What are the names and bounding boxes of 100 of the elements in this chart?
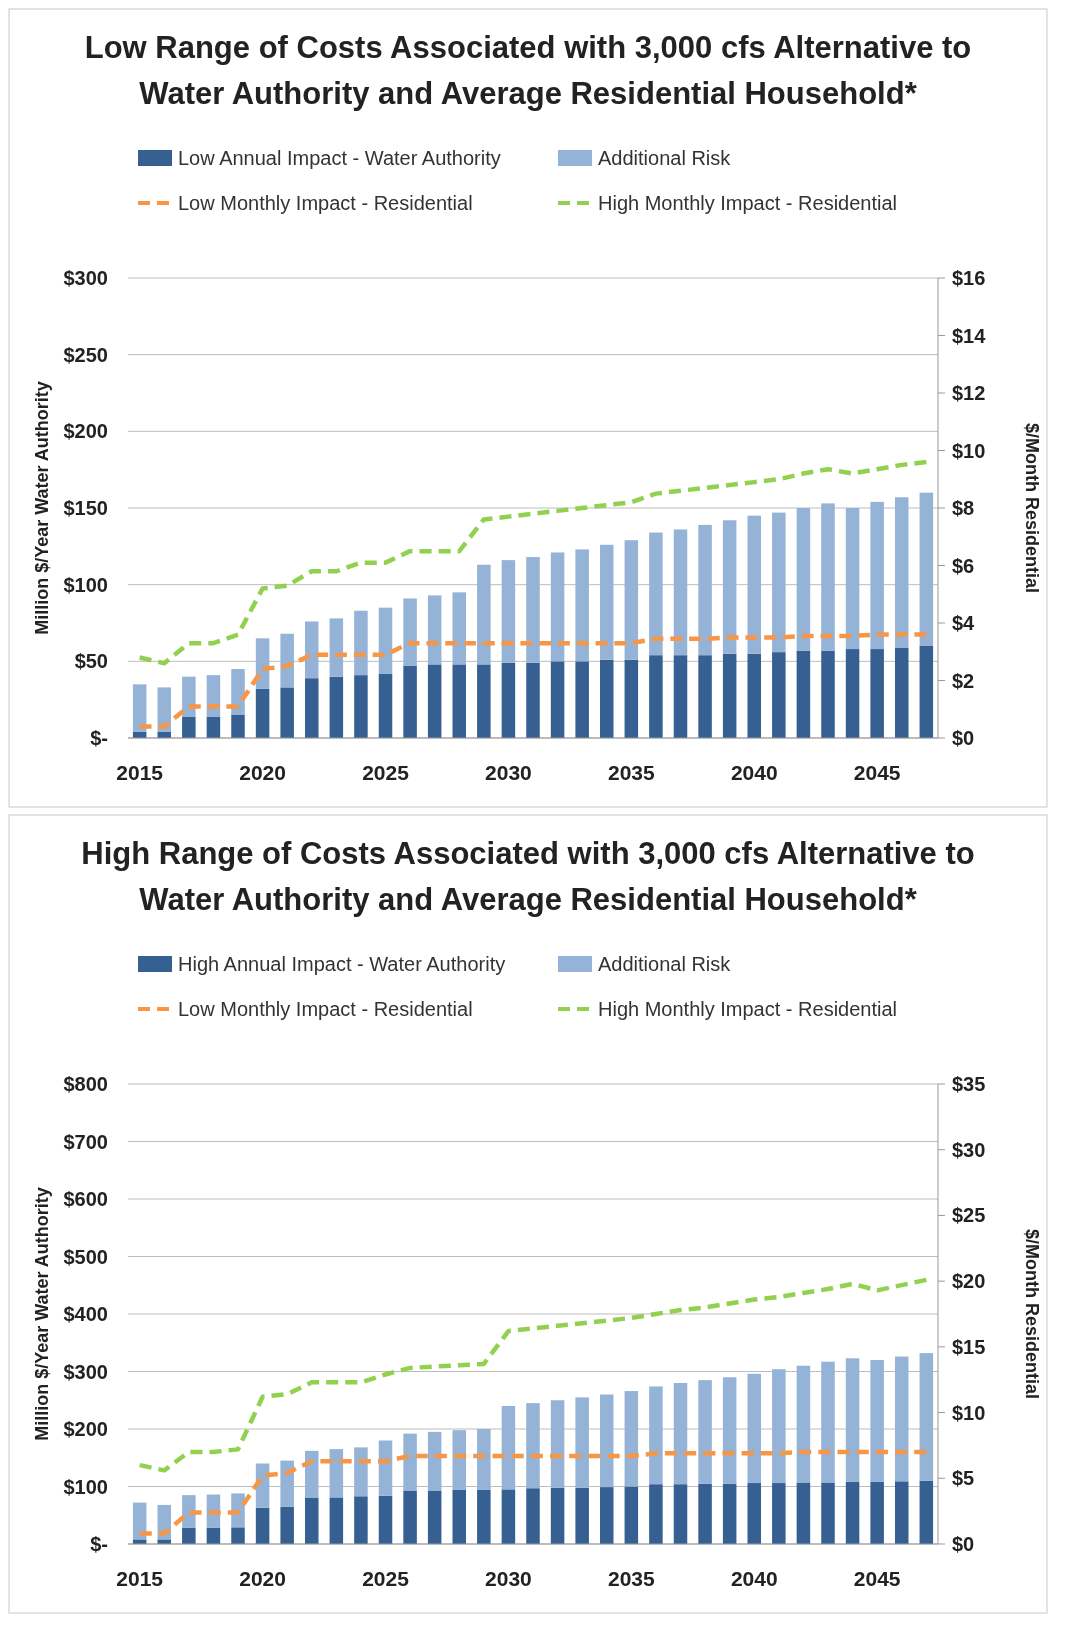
bar [796, 1365, 811, 1483]
x-tick-label: 2030 [485, 1567, 532, 1590]
bar [624, 540, 639, 660]
bar [796, 650, 811, 738]
y2-tick-label: $8 [952, 497, 975, 519]
bar [526, 662, 540, 738]
y-tick-label: $300 [63, 1360, 108, 1383]
bar [624, 659, 639, 738]
line-series [137, 1449, 929, 1536]
x-tick-label: 2020 [239, 1567, 286, 1590]
x-tick-label: 2020 [239, 761, 286, 784]
bar [427, 1490, 442, 1544]
y-tick-label: $400 [63, 1303, 108, 1325]
bar [280, 1506, 294, 1544]
legend-label: Additional Risk [598, 147, 732, 169]
y2-tick-label: $4 [952, 612, 976, 634]
bar [206, 716, 221, 738]
bar [329, 676, 344, 738]
bar [673, 655, 688, 738]
bar [698, 1380, 712, 1484]
chart-title: Low Range of Costs Associated with 3,000 cfs Alternative to Water Authority and Average Residential Household* [84, 30, 972, 111]
bar [894, 1481, 909, 1544]
bar [280, 1460, 294, 1507]
x-tick-label: 2015 [116, 761, 164, 784]
bar [182, 1527, 196, 1544]
bar [403, 1490, 417, 1544]
bar [255, 1507, 270, 1544]
bar [722, 520, 737, 654]
bar [157, 687, 172, 732]
bar [231, 1527, 245, 1544]
y-tick-label: $700 [63, 1130, 108, 1153]
bar [305, 621, 319, 679]
y2-tick-label: $10 [952, 1401, 986, 1424]
bar [378, 607, 393, 674]
bar [599, 1487, 614, 1544]
y2-tick-label: $10 [952, 439, 986, 462]
bar [624, 1486, 639, 1544]
bar [575, 549, 589, 662]
bar [477, 1489, 491, 1544]
bar [329, 1449, 344, 1498]
bar [427, 595, 442, 665]
line-series [137, 459, 929, 666]
bar [894, 497, 909, 648]
bar [575, 1487, 589, 1544]
y2-tick-label: $0 [952, 727, 975, 749]
bar [747, 653, 761, 738]
bar [378, 1495, 393, 1544]
x-tick-label: 2045 [853, 1567, 901, 1590]
bar [501, 662, 516, 738]
y2-axis-title: $/Month Residential [1022, 1228, 1042, 1400]
bar [649, 1386, 663, 1485]
legend-label: High Monthly Impact - Residential [598, 192, 898, 214]
bar [329, 618, 344, 677]
bar [698, 1483, 712, 1544]
bar [821, 1361, 835, 1483]
y-tick-label: $100 [63, 573, 108, 596]
bar [870, 649, 884, 738]
bar [477, 664, 491, 738]
y2-tick-label: $2 [952, 669, 975, 692]
bar [452, 1489, 467, 1544]
bar [427, 664, 442, 738]
bar [452, 1430, 467, 1490]
bar [477, 564, 491, 665]
bar [845, 508, 860, 650]
x-tick-label: 2015 [116, 1567, 164, 1590]
y2-tick-label: $25 [952, 1204, 986, 1227]
bar [305, 1498, 319, 1544]
y2-axis-title: $/Month Residential [1022, 422, 1042, 594]
x-tick-label: 2025 [362, 1567, 410, 1590]
bar [894, 647, 909, 738]
bar [870, 501, 884, 650]
y-tick-label: $200 [63, 1418, 108, 1440]
bar [796, 508, 811, 651]
bar [649, 1484, 663, 1544]
bar [870, 1481, 884, 1544]
bar [870, 1360, 884, 1482]
bar [305, 1450, 319, 1498]
bar [403, 665, 417, 738]
y-axis-title: Million $/Year Water Authority [32, 1187, 52, 1441]
bar [157, 1539, 172, 1544]
bar [280, 687, 294, 738]
bar [255, 688, 270, 738]
bar [919, 646, 934, 738]
y-tick-label: $500 [63, 1245, 108, 1268]
line-series [137, 1277, 929, 1473]
y-tick-label: $50 [74, 650, 108, 673]
bar [772, 512, 786, 653]
x-tick-label: 2035 [607, 761, 656, 784]
bar [919, 1480, 934, 1544]
bar [722, 653, 737, 738]
x-tick-label: 2025 [362, 761, 410, 784]
y2-tick-label: $30 [952, 1138, 986, 1161]
bar [894, 1356, 909, 1482]
bar [526, 557, 540, 663]
bar [452, 592, 467, 665]
y-tick-label: $300 [63, 267, 108, 289]
x-tick-label: 2035 [607, 1567, 656, 1590]
bar [673, 529, 688, 656]
bar [722, 1483, 737, 1544]
bar [821, 650, 835, 738]
